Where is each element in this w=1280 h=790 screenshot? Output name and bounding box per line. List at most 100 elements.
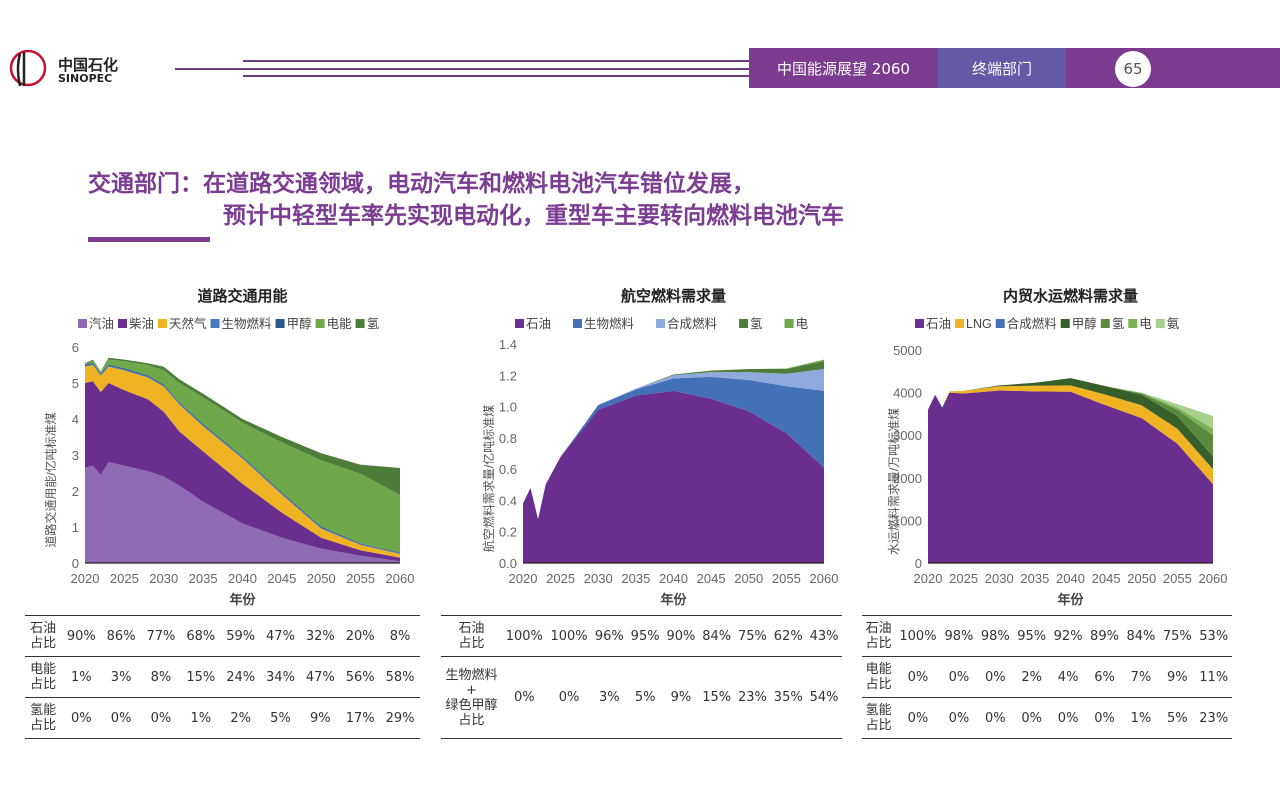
- legend-swatch: [573, 319, 583, 328]
- area-LNG: [928, 385, 1213, 485]
- y-tick-label: 0.0: [499, 556, 517, 571]
- x-tick-label: 2060: [810, 571, 839, 586]
- y-tick-label: 1: [72, 520, 79, 535]
- page-title-line1: 交通部门：在道路交通领域，电动汽车和燃料电池汽车错位发展，: [88, 171, 755, 197]
- share-cell: 29%: [380, 697, 420, 739]
- row-header: 石油 占比: [441, 615, 502, 657]
- row-header: 氢能 占比: [862, 697, 896, 739]
- share-cell: 1%: [1122, 697, 1160, 739]
- y-tick-label: 0.4: [499, 493, 517, 508]
- legend-swatch: [315, 319, 325, 328]
- legend-label: 氨: [1167, 317, 1180, 331]
- x-tick-label: 2035: [1020, 571, 1049, 586]
- share-cell: 100%: [546, 615, 592, 657]
- table-row: 石油 占比 90% 86% 77% 68% 59% 47% 32% 20% 8%: [25, 615, 420, 657]
- area-天然气: [85, 365, 400, 558]
- share-cell: 0%: [1086, 697, 1123, 739]
- chart-title: 道路交通用能: [197, 287, 287, 305]
- share-cell: 0%: [895, 656, 941, 698]
- share-cell: 5%: [260, 697, 301, 739]
- table-row: 生物燃料 + 绿色甲醇 占比 0% 0% 3% 5% 9% 15% 23% 35% 54%: [441, 656, 842, 739]
- legend-label: 氢: [750, 316, 763, 331]
- legend-label: 天然气: [169, 316, 207, 331]
- share-cell: 0%: [1049, 697, 1087, 739]
- share-cell: 100%: [895, 615, 941, 657]
- share-cell: 35%: [770, 656, 807, 739]
- y-tick-label: 2000: [893, 471, 922, 486]
- share-cell: 34%: [260, 656, 301, 698]
- legend-label: 石油: [926, 317, 951, 331]
- x-tick-label: 2045: [1092, 571, 1121, 586]
- share-cell: 15%: [698, 656, 735, 739]
- road-share-table: 石油 占比 90% 86% 77% 68% 59% 47% 32% 20% 8% 电能 占比 1% 3%…: [25, 615, 420, 739]
- legend-swatch: [995, 319, 1005, 328]
- share-cell: 3%: [101, 656, 142, 698]
- legend-swatch: [784, 319, 794, 328]
- share-cell: 59%: [220, 615, 261, 657]
- share-cell: 47%: [260, 615, 301, 657]
- legend-label: 氢: [367, 316, 380, 331]
- chart-title: 内贸水运燃料需求量: [1003, 287, 1138, 305]
- legend-swatch: [78, 319, 87, 328]
- y-tick-label: 3: [72, 448, 79, 463]
- area-甲醇: [928, 378, 1213, 470]
- logo-en: SINOPEC: [58, 72, 113, 85]
- x-tick-label: 2030: [985, 571, 1014, 586]
- legend-label: 甲醇: [287, 316, 312, 331]
- x-tick-label: 2060: [1199, 571, 1228, 586]
- y-tick-label: 4: [72, 412, 79, 427]
- row-header: 电能 占比: [862, 656, 896, 698]
- share-cell: 0%: [1013, 697, 1050, 739]
- x-tick-label: 2060: [386, 571, 415, 586]
- divider: [243, 75, 749, 77]
- x-tick-label: 2020: [71, 571, 100, 586]
- share-cell: 62%: [770, 615, 807, 657]
- share-cell: 23%: [734, 656, 771, 739]
- share-cell: 6%: [1086, 656, 1123, 698]
- x-axis-label: 年份: [229, 592, 256, 607]
- chart-title: 航空燃料需求量: [621, 287, 726, 305]
- legend-label: 石油: [526, 317, 551, 331]
- legend-swatch: [1155, 319, 1165, 328]
- share-cell: 84%: [698, 615, 735, 657]
- share-cell: 0%: [141, 697, 181, 739]
- x-tick-label: 2050: [307, 571, 336, 586]
- y-axis-label: 道路交通用能/亿吨标准煤: [43, 412, 58, 547]
- share-cell: 8%: [141, 656, 181, 698]
- legend-label: 电: [1139, 317, 1152, 331]
- table-row: 石油 占比 100% 98% 98% 95% 92% 89% 84% 75% 53%: [862, 615, 1232, 657]
- share-cell: 1%: [61, 656, 102, 698]
- share-cell: 90%: [61, 615, 102, 657]
- share-cell: 20%: [340, 615, 381, 657]
- legend-swatch: [210, 319, 220, 328]
- legend-label: 柴油: [129, 317, 154, 331]
- share-cell: 9%: [300, 697, 341, 739]
- divider: [243, 60, 749, 62]
- share-cell: 100%: [501, 615, 547, 657]
- share-cell: 0%: [61, 697, 102, 739]
- section-tab[interactable]: 终端部门: [938, 48, 1066, 88]
- share-cell: 84%: [1122, 615, 1160, 657]
- share-cell: 53%: [1195, 615, 1232, 657]
- waterway-fuel-chart: 内贸水运燃料需求量石油 LNG 合成燃料 甲醇氢电 氨 0 1000 2000 3000 4000…: [886, 287, 1228, 607]
- share-cell: 0%: [940, 656, 978, 698]
- y-axis-label: 水运燃料需求量/万吨标准煤: [886, 408, 901, 555]
- share-cell: 95%: [1013, 615, 1050, 657]
- x-tick-label: 2025: [949, 571, 978, 586]
- y-tick-label: 1000: [893, 513, 922, 528]
- y-tick-label: 1.4: [499, 337, 517, 352]
- legend-label: 合成燃料: [1007, 316, 1058, 331]
- share-cell: 0%: [501, 656, 547, 739]
- row-header: 电能 占比: [25, 656, 62, 698]
- legend-swatch: [1100, 319, 1110, 328]
- x-tick-label: 2030: [149, 571, 178, 586]
- share-cell: 5%: [1159, 697, 1196, 739]
- row-header: 石油 占比: [862, 615, 896, 657]
- share-cell: 0%: [101, 697, 142, 739]
- share-cell: 2%: [1013, 656, 1050, 698]
- logo-cn: 中国石化: [58, 56, 119, 74]
- y-tick-label: 2: [72, 484, 79, 499]
- share-cell: 0%: [940, 697, 978, 739]
- x-tick-label: 2035: [189, 571, 218, 586]
